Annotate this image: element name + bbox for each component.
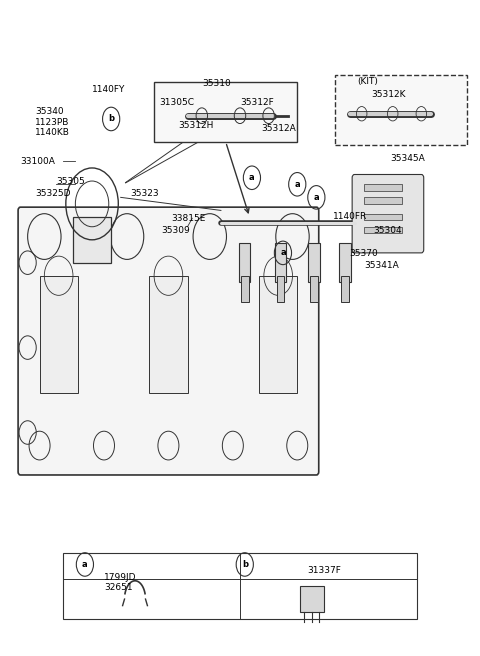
- Text: 35345A: 35345A: [390, 154, 425, 163]
- Text: 1140FY: 1140FY: [92, 85, 125, 94]
- Bar: [154, 82, 297, 142]
- Text: a: a: [294, 180, 300, 189]
- Bar: [339, 243, 351, 282]
- Bar: [39, 276, 78, 394]
- Text: 31337F: 31337F: [307, 567, 341, 575]
- Bar: [149, 276, 188, 394]
- Bar: [364, 197, 402, 204]
- Text: 1140FR: 1140FR: [333, 213, 367, 222]
- Bar: [364, 227, 402, 234]
- Bar: [277, 276, 284, 302]
- FancyBboxPatch shape: [352, 174, 424, 253]
- Text: 35370: 35370: [350, 249, 379, 258]
- Text: 33815E: 33815E: [171, 214, 205, 223]
- Bar: [308, 243, 320, 282]
- Bar: [364, 184, 402, 191]
- Bar: [63, 554, 417, 619]
- Bar: [310, 276, 318, 302]
- Bar: [336, 75, 467, 145]
- Text: 35304: 35304: [373, 226, 402, 234]
- Text: 31305C: 31305C: [159, 98, 194, 107]
- Bar: [259, 276, 297, 394]
- Text: 35305: 35305: [56, 176, 85, 186]
- Text: 35310: 35310: [202, 79, 230, 87]
- Bar: [239, 243, 251, 282]
- Text: b: b: [108, 114, 114, 123]
- Text: a: a: [280, 249, 286, 257]
- Bar: [275, 243, 286, 282]
- Text: 35312K: 35312K: [371, 90, 406, 98]
- Text: b: b: [242, 560, 248, 569]
- FancyBboxPatch shape: [18, 207, 319, 475]
- Text: 35341A: 35341A: [364, 262, 399, 270]
- Text: 35340
1123PB
1140KB: 35340 1123PB 1140KB: [35, 108, 70, 137]
- Bar: [341, 276, 349, 302]
- Bar: [73, 217, 111, 262]
- Text: 35312F: 35312F: [240, 98, 274, 107]
- Bar: [241, 276, 249, 302]
- Bar: [364, 214, 402, 220]
- Text: 33100A: 33100A: [21, 157, 55, 166]
- Text: a: a: [313, 193, 319, 202]
- Text: (KIT): (KIT): [357, 77, 378, 85]
- Text: 35312H: 35312H: [178, 121, 213, 130]
- Text: 35323: 35323: [130, 189, 159, 198]
- Text: 35312A: 35312A: [262, 124, 296, 133]
- Text: a: a: [82, 560, 88, 569]
- Text: 35309: 35309: [161, 226, 190, 234]
- Text: a: a: [249, 173, 255, 182]
- Text: 1799JD
32651: 1799JD 32651: [104, 573, 136, 592]
- Text: 35325D: 35325D: [35, 189, 70, 198]
- Bar: [300, 586, 324, 612]
